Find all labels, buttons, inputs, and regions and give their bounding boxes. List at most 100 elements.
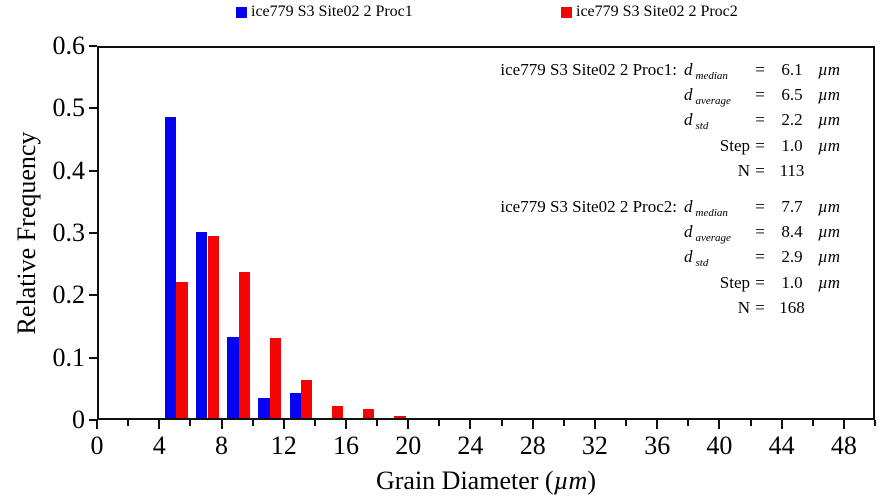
stats-equals: = <box>755 272 765 292</box>
stats-unit: µm <box>818 135 841 155</box>
stats-equals: = <box>755 222 765 242</box>
bar-proc2-5um <box>176 282 188 418</box>
x-tick-label: 28 <box>519 431 546 460</box>
x-minor-tick <box>189 420 192 426</box>
x-major-tick <box>531 420 534 429</box>
stats-row: d std = 2.2 µm <box>455 108 855 133</box>
proc1-legend-swatch-icon <box>236 7 247 18</box>
stats-value: 113 <box>779 161 805 181</box>
stats-term: d std <box>684 247 750 270</box>
statistics-annotation: ice779 S3 Site02 2 Proc1: d median = 6.1 µm d a… <box>455 57 855 321</box>
stats-row: Step = 1.0 µm <box>455 133 855 158</box>
stats-term-symbol: d <box>684 196 693 216</box>
x-tick-label: 4 <box>152 431 166 460</box>
stats-term: Step <box>719 272 750 292</box>
x-major-tick <box>842 420 845 429</box>
x-tick-label: 40 <box>706 431 733 460</box>
x-minor-tick <box>313 420 316 426</box>
y-tick-label: 0 <box>72 405 85 434</box>
x-major-tick <box>593 420 596 429</box>
stats-term-symbol: d <box>684 247 693 267</box>
stats-equals: = <box>755 110 765 130</box>
x-axis-title-close: ) <box>587 466 597 495</box>
stats-unit: µm <box>818 59 841 79</box>
bar-proc2-15um <box>332 405 344 418</box>
stats-equals: = <box>755 298 765 318</box>
bar-proc2-7um <box>207 235 219 418</box>
bar-proc1-5um <box>165 117 177 418</box>
stats-unit: µm <box>818 247 841 267</box>
y-tick-label: 0.1 <box>52 342 86 372</box>
x-minor-tick <box>376 420 379 426</box>
x-major-tick <box>718 420 721 429</box>
stats-equals: = <box>755 161 765 181</box>
x-tick-label: 16 <box>333 431 359 460</box>
x-tick-label: 20 <box>395 431 422 460</box>
stats-value: 1.0 <box>781 135 803 155</box>
y-major-tick <box>89 232 97 234</box>
x-minor-tick <box>562 420 565 426</box>
y-major-tick <box>89 419 97 421</box>
y-major-tick <box>89 294 97 297</box>
stats-value: 2.2 <box>781 110 803 130</box>
stats-term: d average <box>684 85 750 108</box>
x-axis-title-unit: µm <box>553 466 588 495</box>
y-tick-label: 0.6 <box>52 31 86 60</box>
x-minor-tick <box>251 420 254 426</box>
y-tick-label: 0.3 <box>52 218 86 247</box>
stats-block-proc1: ice779 S3 Site02 2 Proc1: d median = 6.1 µm d a… <box>455 57 855 184</box>
stats-term: Step <box>719 135 750 155</box>
stats-term-subscript: median <box>695 206 728 219</box>
x-tick-label: 8 <box>215 431 228 460</box>
x-major-tick <box>345 420 347 429</box>
x-minor-tick <box>811 420 814 426</box>
stats-row: ice779 S3 Site02 2 Proc2: d median = 7.7 µm <box>455 194 855 219</box>
stats-term: d average <box>684 222 750 245</box>
stats-value: 6.5 <box>781 85 803 105</box>
x-major-tick <box>656 420 659 429</box>
x-tick-label: 12 <box>270 431 297 460</box>
x-major-tick <box>407 420 410 429</box>
stats-term-symbol: d <box>684 59 693 79</box>
stats-term-subscript: average <box>695 95 731 108</box>
x-major-tick <box>282 420 285 429</box>
stats-term-subscript: average <box>695 232 731 245</box>
stats-unit: µm <box>818 272 841 292</box>
stats-term-symbol: d <box>684 85 693 105</box>
bar-proc2-9um <box>238 271 250 418</box>
stats-unit: µm <box>818 222 841 242</box>
proc2-legend-swatch-icon <box>561 7 572 18</box>
y-major-tick <box>89 45 97 47</box>
x-minor-tick <box>500 420 503 426</box>
stats-value: 1.0 <box>781 272 803 292</box>
x-tick-label: 48 <box>830 431 857 460</box>
x-minor-tick <box>687 420 690 426</box>
stats-equals: = <box>755 59 765 79</box>
stats-equals: = <box>755 135 765 155</box>
bar-proc1-11um <box>258 398 270 418</box>
bar-proc2-13um <box>300 379 313 418</box>
x-tick-label: 0 <box>90 431 104 460</box>
x-tick-label: 32 <box>581 431 608 460</box>
x-major-tick <box>220 420 223 429</box>
stats-row: d std = 2.9 µm <box>455 245 855 270</box>
bar-proc2-11um <box>269 338 282 418</box>
stats-equals: = <box>755 85 765 105</box>
stats-row: Step = 1.0 µm <box>455 270 855 295</box>
stats-term-subscript: std <box>695 257 709 270</box>
stats-term-symbol: d <box>684 222 693 242</box>
legend-label-proc2: ice779 S3 Site02 2 Proc2 <box>576 3 738 20</box>
y-tick-label: 0.2 <box>52 280 86 310</box>
x-axis-title: Grain Diameter (µm) <box>97 466 875 496</box>
stats-row: N = 113 <box>455 159 855 184</box>
x-major-tick <box>469 420 472 429</box>
stats-unit: µm <box>818 110 841 130</box>
x-tick-label: 44 <box>768 431 795 460</box>
y-major-tick <box>89 356 97 359</box>
stats-term: d median <box>684 196 750 219</box>
stats-row: ice779 S3 Site02 2 Proc1: d median = 6.1 µm <box>455 57 855 82</box>
x-tick-label: 24 <box>457 431 484 460</box>
legend-label-proc1: ice779 S3 Site02 2 Proc1 <box>251 3 413 20</box>
y-tick-label: 0.5 <box>52 93 86 123</box>
